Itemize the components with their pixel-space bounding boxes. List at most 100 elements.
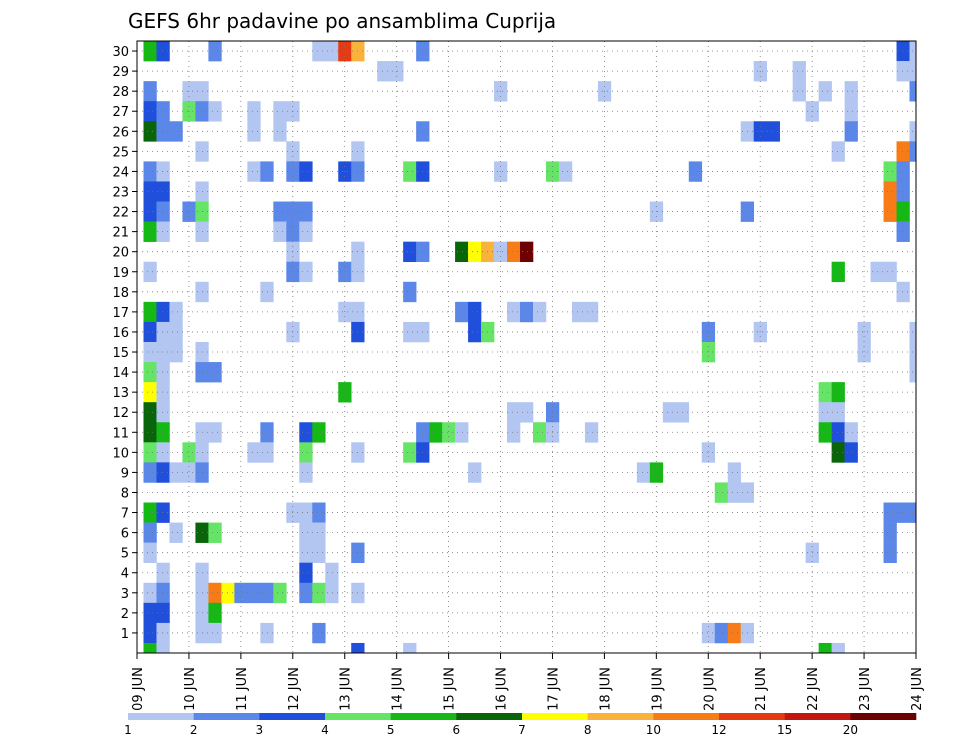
heatmap-cell [143,622,157,644]
heatmap-cell [727,482,742,503]
heatmap-cell [455,241,469,263]
heatmap-cell [312,582,326,604]
heatmap-cell [156,321,170,343]
colorbar-swatch [522,713,588,720]
heatmap-cell [896,281,910,303]
heatmap-cell [156,341,170,363]
heatmap-cell [143,502,157,523]
heatmap-cell [182,462,196,483]
heatmap-cell [156,442,170,463]
x-axis: 09 JUN 10 JUN 11 JUN 12 JUN 13 JUN 14 JUN 15 J… [131,653,925,711]
y-tick-label: 18 [112,286,129,301]
heatmap-cell [455,301,469,323]
heatmap-cell [896,161,910,182]
x-tick-label: 09 JUN [131,667,146,711]
heatmap-cell [831,382,845,403]
heatmap-cell [260,442,274,463]
heatmap-cell [792,61,806,82]
heatmap-cell [143,522,157,543]
heatmap-cell [571,301,586,323]
y-tick-label: 1 [121,627,129,642]
colorbar-label: 8 [584,723,592,737]
heatmap-cell [455,422,469,443]
x-tick-label: 16 JUN [495,667,510,711]
heatmap-cell [156,41,170,62]
x-tick-label: 15 JUN [443,667,458,711]
heatmap-cell [377,61,391,82]
heatmap-cell [299,562,313,584]
heatmap-cell [156,462,170,483]
x-tick-label: 17 JUN [546,667,561,711]
heatmap-cell [143,301,157,323]
y-tick-label: 15 [112,346,129,361]
heatmap-cell [325,562,339,584]
colorbar-label: 3 [256,723,264,737]
y-tick-label: 21 [112,226,129,241]
heatmap-cell [156,382,170,403]
heatmap-cell [273,582,287,604]
heatmap-cell [312,522,326,543]
heatmap-cell [701,341,716,363]
heatmap-cell [260,422,274,443]
y-tick-label: 19 [112,266,129,281]
x-tick-label: 13 JUN [339,667,354,711]
heatmap-cell [299,161,313,182]
colorbar-label: 2 [190,723,198,737]
heatmap-cell [818,642,832,654]
heatmap-cell [156,642,170,654]
heatmap-cell [507,301,521,323]
y-tick-label: 14 [112,366,129,381]
y-tick-label: 11 [112,426,129,441]
heatmap-cell [727,622,742,644]
heatmap-cell [818,382,832,403]
heatmap-cell [208,41,222,62]
colorbar: 1 2 3 4 5 6 7 8 10 12 15 20 [124,713,917,737]
heatmap-cell [260,582,274,604]
heatmap-cell [403,161,417,182]
heatmap-cell [532,301,547,323]
heatmap-cell [468,462,482,483]
heatmap-cell [883,522,897,543]
heatmap-cell [143,382,157,403]
y-tick-label: 30 [112,45,129,60]
x-tick-label: 19 JUN [650,667,665,711]
heatmap-cell [403,442,417,463]
heatmap-cell [325,41,339,62]
colorbar-label: 10 [646,723,661,737]
colorbar-swatch [719,713,785,720]
heatmap-cell [507,422,521,443]
heatmap-cell [584,422,599,443]
heatmap-cell [325,582,339,604]
chart-title: GEFS 6hr padavine po ansamblima Cuprija [128,9,556,33]
heatmap-cell [896,41,910,62]
heatmap-cell [143,201,157,222]
heatmap-cell [169,522,183,543]
heatmap-cell [247,161,261,182]
heatmap-cell [831,442,845,463]
heatmap-cell [143,442,157,463]
heatmap-cell [156,301,170,323]
y-tick-label: 7 [121,507,129,522]
heatmap-cell [156,221,170,242]
colorbar-swatch [259,713,326,720]
heatmap-cell [247,582,261,604]
x-tick-label: 21 JUN [754,667,769,711]
heatmap-cell [143,181,157,202]
heatmap-cell [299,502,313,523]
colorbar-swatch [850,713,917,720]
heatmap-cell [208,622,222,644]
heatmap-cell [299,261,313,283]
heatmap-cell [208,422,222,443]
heatmap-cell [143,221,157,242]
heatmap-cell [156,602,170,624]
y-tick-label: 9 [121,466,129,481]
heatmap-cell [156,562,170,584]
y-tick-label: 17 [112,306,129,321]
heatmap-cell [143,402,157,423]
heatmap-cell [883,542,897,564]
heatmap-cell [883,181,897,202]
y-tick-label: 3 [121,587,129,602]
heatmap-cell [857,321,871,343]
heatmap-cell [844,101,858,122]
heatmap-cell [156,402,170,423]
